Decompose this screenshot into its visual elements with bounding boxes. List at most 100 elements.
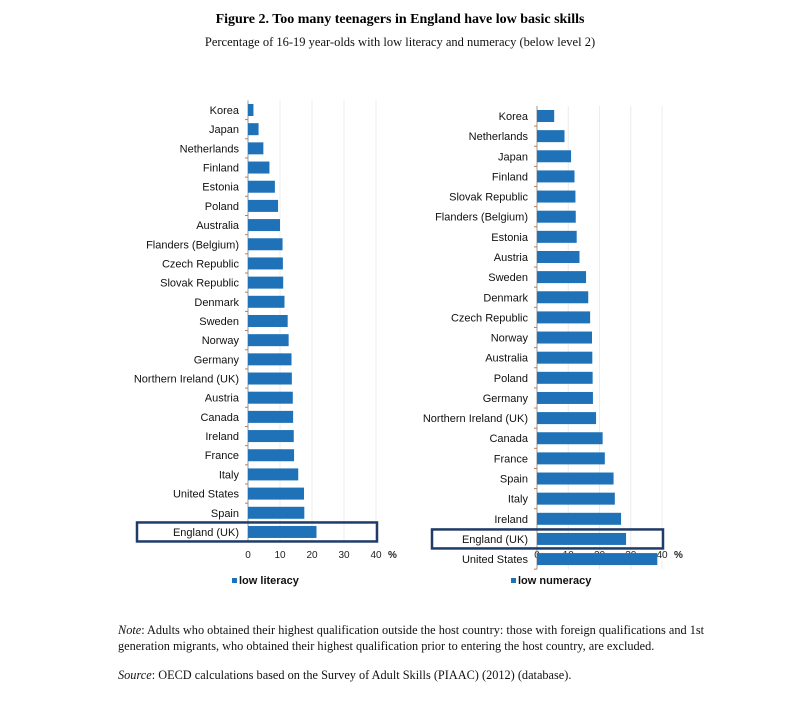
bar-1-14	[537, 391, 593, 404]
category-label: England (UK)	[462, 534, 528, 546]
bar-0-7	[248, 238, 283, 251]
category-label: Denmark	[483, 292, 528, 304]
bar-1-6	[537, 230, 577, 243]
category-label: Austria	[494, 252, 529, 264]
bar-1-20	[537, 512, 622, 525]
x-tick-label: 30	[338, 550, 350, 561]
bar-0-14	[248, 372, 292, 385]
category-label: Poland	[205, 201, 239, 213]
category-label: Slovak Republic	[160, 278, 239, 290]
category-label: Italy	[508, 494, 529, 506]
category-label: Norway	[202, 335, 240, 347]
bar-1-7	[537, 250, 580, 263]
category-label: Sweden	[199, 316, 239, 328]
bar-0-9	[248, 276, 284, 289]
category-label: Korea	[499, 111, 529, 123]
bar-1-10	[537, 311, 591, 324]
bar-1-21	[537, 532, 627, 545]
category-label: Netherlands	[469, 131, 529, 143]
category-label: Finland	[492, 171, 528, 183]
bar-0-17	[248, 430, 294, 443]
bar-0-2	[248, 142, 264, 155]
bar-1-15	[537, 412, 597, 425]
bar-0-6	[248, 219, 280, 232]
bar-0-5	[248, 199, 279, 212]
source: Source: OECD calculations based on the S…	[118, 667, 758, 683]
category-label: Finland	[203, 163, 239, 175]
bar-1-19	[537, 492, 615, 505]
bar-0-20	[248, 487, 304, 500]
bar-1-18	[537, 472, 614, 485]
category-label: Estonia	[491, 232, 529, 244]
note: Note: Adults who obtained their highest …	[118, 622, 758, 654]
bar-1-9	[537, 291, 589, 304]
highlight-box	[430, 528, 665, 550]
category-label: Japan	[209, 124, 239, 136]
category-label: Czech Republic	[451, 312, 529, 324]
category-label: Northern Ireland (UK)	[423, 413, 528, 425]
category-label: Spain	[211, 508, 239, 520]
category-label: United States	[173, 489, 240, 501]
legend-label: low numeracy	[518, 575, 592, 587]
category-label: Australia	[196, 220, 240, 232]
category-label: United States	[462, 554, 529, 566]
bar-1-5	[537, 210, 576, 223]
bar-0-1	[248, 123, 259, 136]
source-label: Source	[118, 668, 152, 682]
bar-0-19	[248, 468, 299, 481]
source-text: : OECD calculations based on the Survey …	[151, 668, 572, 682]
bar-1-8	[537, 271, 587, 284]
category-label: Northern Ireland (UK)	[134, 374, 239, 386]
bar-0-10	[248, 295, 285, 308]
category-label: France	[494, 453, 528, 465]
category-label: Australia	[485, 353, 529, 365]
bar-1-22	[537, 553, 658, 566]
category-label: Ireland	[494, 514, 528, 526]
category-label: Denmark	[194, 297, 239, 309]
bar-1-16	[537, 432, 603, 445]
category-label: Japan	[498, 151, 528, 163]
bar-1-0	[537, 110, 555, 122]
note-text: : Adults who obtained their highest qual…	[118, 623, 705, 653]
bar-1-4	[537, 190, 576, 203]
category-label: Germany	[194, 354, 240, 366]
bar-0-21	[248, 506, 305, 519]
legend-swatch	[232, 578, 237, 583]
bar-0-15	[248, 391, 293, 404]
category-label: Slovak Republic	[449, 192, 528, 204]
figure-title: Figure 2. Too many teenagers in England …	[215, 12, 585, 27]
bar-1-11	[537, 331, 592, 344]
category-label: Ireland	[205, 431, 239, 443]
category-label: Czech Republic	[162, 258, 240, 270]
category-label: Canada	[200, 412, 239, 424]
x-tick-label: 40	[370, 550, 382, 561]
charts: 0 10 20 30 40 % Korea Japan Netherlands Finland Es…	[134, 100, 683, 587]
category-label: Flanders (Belgium)	[146, 239, 239, 251]
highlight-box	[135, 521, 379, 543]
category-label: England (UK)	[173, 527, 239, 539]
category-label: Poland	[494, 373, 528, 385]
x-tick-label: 10	[274, 550, 286, 561]
note-label: Note	[118, 623, 142, 637]
bar-1-2	[537, 150, 572, 163]
x-tick-label: 0	[245, 550, 251, 561]
bar-0-0	[248, 104, 254, 116]
bar-0-3	[248, 161, 270, 174]
bar-1-13	[537, 371, 593, 384]
category-label: Netherlands	[180, 143, 240, 155]
x-unit-label: %	[674, 550, 683, 561]
category-label: France	[205, 450, 239, 462]
bar-1-12	[537, 351, 593, 364]
category-label: Korea	[210, 105, 240, 117]
bar-0-22	[248, 525, 317, 538]
category-label: Spain	[500, 474, 528, 486]
figure-subtitle: Percentage of 16-19 year-olds with low l…	[204, 35, 596, 49]
legend-swatch	[511, 578, 516, 583]
category-label: Canada	[489, 433, 528, 445]
x-tick-label: 20	[306, 550, 318, 561]
bar-0-8	[248, 257, 283, 270]
category-label: Norway	[491, 333, 529, 345]
bar-0-4	[248, 180, 275, 193]
bar-0-12	[248, 334, 289, 347]
bar-1-3	[537, 170, 575, 183]
